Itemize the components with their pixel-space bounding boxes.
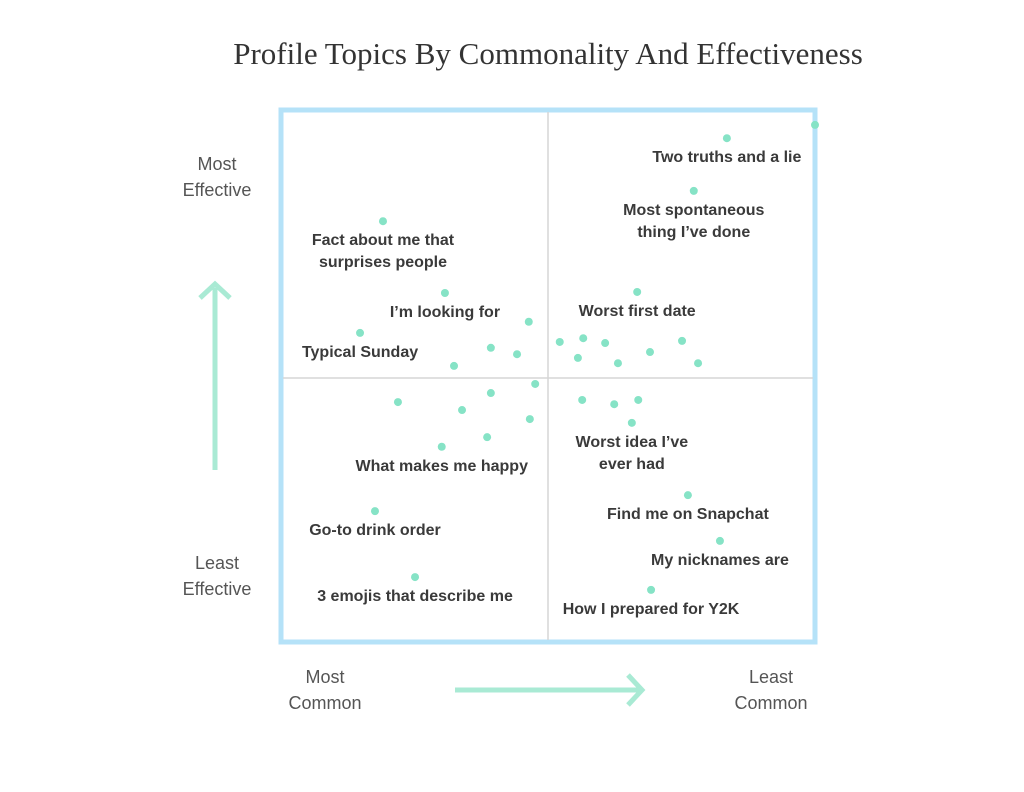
y-label-high: Most Effective	[182, 154, 252, 200]
point	[678, 336, 687, 345]
point	[513, 350, 522, 359]
point	[645, 348, 654, 357]
point	[689, 186, 698, 195]
point	[411, 573, 420, 582]
chart-title: Profile Topics By Commonality And Effect…	[233, 36, 863, 71]
point	[579, 334, 588, 343]
point	[573, 353, 582, 362]
point	[683, 491, 692, 500]
point	[524, 317, 533, 326]
point	[578, 395, 587, 404]
point	[486, 389, 495, 398]
point	[486, 343, 495, 352]
point	[627, 418, 636, 427]
point-label: Two truths and a lie	[652, 149, 802, 167]
point	[555, 337, 564, 346]
point-label: Find me on Snapchat	[607, 506, 769, 524]
point-label: My nicknames are	[651, 551, 789, 569]
point	[694, 359, 703, 368]
point	[811, 120, 819, 129]
y-label-low: Least Effective	[182, 553, 252, 599]
point	[722, 134, 731, 143]
point	[450, 361, 459, 370]
point	[440, 289, 449, 298]
plot-frame	[278, 107, 818, 645]
point	[458, 406, 467, 415]
point	[483, 433, 492, 442]
point	[378, 217, 387, 226]
point	[356, 328, 365, 337]
point	[647, 585, 656, 594]
point	[393, 398, 402, 407]
point	[633, 287, 642, 296]
point-label: Go-to drink order	[309, 522, 441, 540]
point	[525, 415, 534, 424]
point	[370, 507, 379, 516]
point-label: 3 emojis that describe me	[317, 588, 513, 606]
point-label: Fact about me that surprises people	[311, 232, 455, 272]
point-label: Typical Sunday	[301, 343, 419, 361]
point-label: Worst idea I’ve ever had	[575, 433, 689, 473]
point	[613, 359, 622, 368]
point	[601, 339, 610, 348]
point	[715, 536, 724, 545]
point	[437, 442, 446, 451]
point-label: How I prepared for Y2K	[562, 600, 740, 618]
point	[634, 395, 643, 404]
y-arrow	[198, 280, 232, 470]
x-label-low: Most Common	[288, 667, 362, 713]
point-label: I’m looking for	[389, 304, 501, 321]
point-label: Most spontaneous thing I’ve done	[623, 201, 765, 241]
x-arrow	[455, 673, 646, 707]
point-label: Worst first date	[578, 302, 696, 320]
point-label: What makes me happy	[355, 457, 528, 475]
point	[610, 400, 619, 409]
x-label-high: Least Common	[734, 667, 808, 713]
point	[531, 379, 540, 388]
